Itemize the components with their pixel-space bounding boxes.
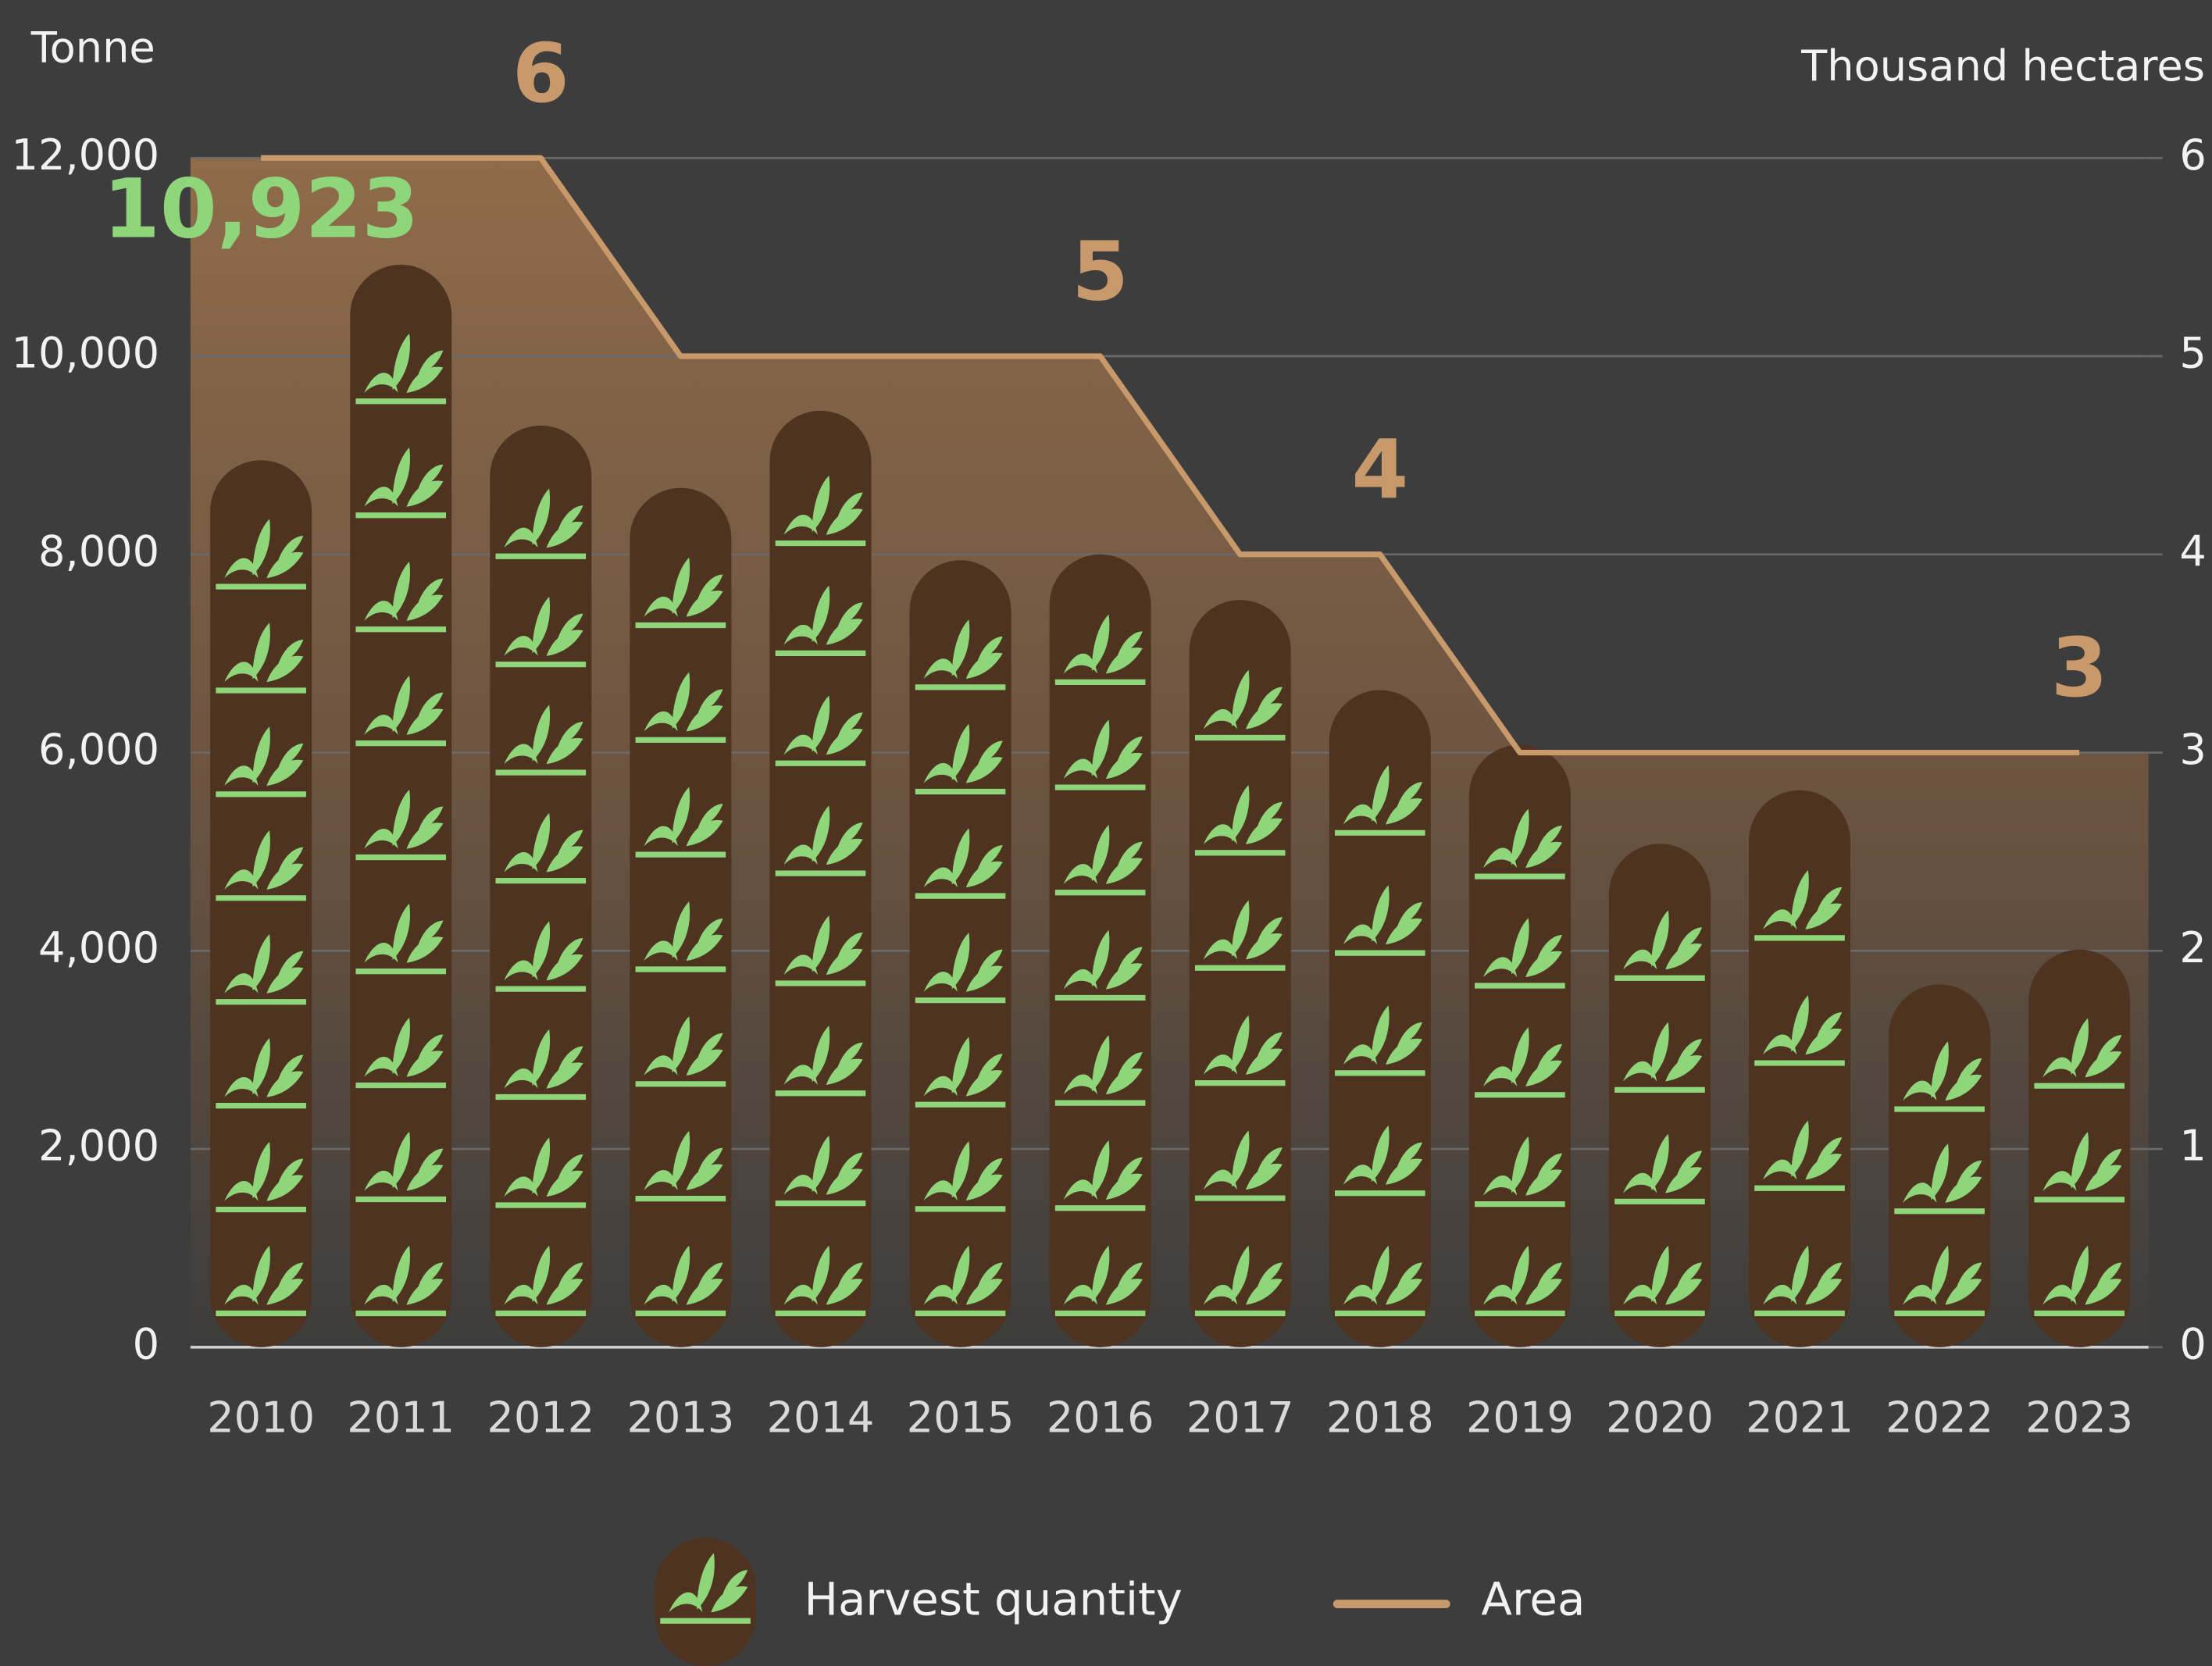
x-tick-label: 2023 [2025, 1393, 2133, 1442]
x-tick-label: 2019 [1466, 1393, 1574, 1442]
y-tick-label: 12,000 [12, 130, 160, 180]
x-tick-label: 2011 [347, 1393, 455, 1442]
data-label: 4 [1351, 422, 1408, 517]
y2-tick-label: 4 [2179, 526, 2206, 576]
x-tick-label: 2015 [907, 1393, 1015, 1442]
y-tick-label: 2,000 [38, 1122, 159, 1171]
x-tick-label: 2010 [207, 1393, 315, 1442]
bar [769, 410, 872, 1347]
data-label: 6 [512, 26, 569, 121]
x-tick-label: 2013 [626, 1393, 734, 1442]
y-tick-label: 4,000 [38, 923, 159, 972]
x-tick-label: 2022 [1886, 1393, 1993, 1442]
y-tick-label: 6,000 [38, 725, 159, 774]
y2-axis-title: Thousand hectares [1800, 41, 2205, 91]
legend: Harvest quantity Area [655, 1537, 1585, 1666]
x-tick-label: 2017 [1186, 1393, 1294, 1442]
y-axis-title: Tonne [30, 23, 155, 73]
legend-swatch [655, 1537, 757, 1666]
data-label: 3 [2051, 620, 2108, 715]
bar [1749, 790, 1851, 1347]
y2-tick-label: 2 [2179, 923, 2206, 972]
x-tick-label: 2014 [767, 1393, 875, 1442]
y2-tick-label: 6 [2179, 130, 2206, 180]
x-tick-label: 2018 [1326, 1393, 1434, 1442]
area-line [261, 155, 2080, 756]
x-tick-label: 2016 [1047, 1393, 1154, 1442]
bar [490, 425, 592, 1347]
y-tick-label: 10,000 [12, 329, 160, 378]
x-tick-label: 2021 [1746, 1393, 1853, 1442]
y2-tick-label: 3 [2179, 725, 2206, 774]
x-tick-label: 2012 [487, 1393, 594, 1442]
legend-label: Harvest quantity [804, 1572, 1182, 1625]
data-label: 5 [1072, 224, 1129, 319]
data-label: 10,923 [103, 161, 419, 256]
x-tick-label: 2020 [1606, 1393, 1714, 1442]
y-tick-label: 0 [133, 1319, 159, 1368]
y2-tick-label: 5 [2179, 329, 2206, 378]
bar [1608, 844, 1711, 1347]
y-tick-label: 8,000 [38, 526, 159, 576]
bar [210, 460, 312, 1347]
y2-tick-label: 1 [2179, 1122, 2206, 1171]
y2-tick-label: 0 [2179, 1319, 2206, 1368]
legend-label: Area [1481, 1572, 1585, 1625]
